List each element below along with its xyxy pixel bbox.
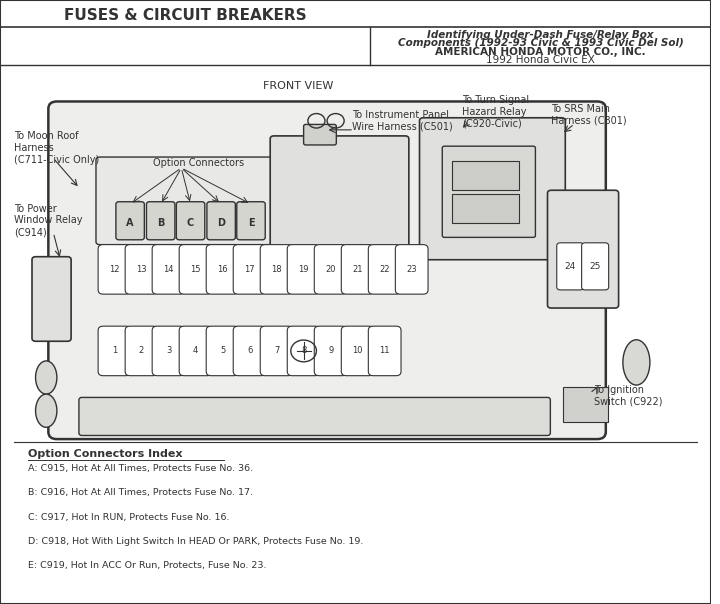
Text: 8: 8 xyxy=(301,347,306,355)
Text: 23: 23 xyxy=(406,265,417,274)
Text: 5: 5 xyxy=(220,347,225,355)
Text: 9: 9 xyxy=(328,347,333,355)
Text: 22: 22 xyxy=(379,265,390,274)
Text: 7: 7 xyxy=(274,347,279,355)
Text: 24: 24 xyxy=(564,262,576,271)
Text: To SRS Main
Harness (C801): To SRS Main Harness (C801) xyxy=(551,104,626,126)
FancyBboxPatch shape xyxy=(341,245,374,294)
Text: To Ignition
Switch (C922): To Ignition Switch (C922) xyxy=(594,385,662,406)
Bar xyxy=(451,161,519,190)
FancyBboxPatch shape xyxy=(233,245,266,294)
FancyBboxPatch shape xyxy=(32,257,71,341)
FancyBboxPatch shape xyxy=(237,202,265,240)
FancyBboxPatch shape xyxy=(315,326,347,376)
Bar xyxy=(563,387,608,422)
Text: 25: 25 xyxy=(590,262,600,271)
Text: To Power
Window Relay
(C914): To Power Window Relay (C914) xyxy=(14,204,83,237)
FancyBboxPatch shape xyxy=(395,245,428,294)
FancyBboxPatch shape xyxy=(420,118,565,260)
FancyBboxPatch shape xyxy=(369,326,401,376)
Text: 1992 Honda Civic EX: 1992 Honda Civic EX xyxy=(486,56,595,65)
FancyBboxPatch shape xyxy=(557,243,584,290)
Text: B: C916, Hot At All Times, Protects Fuse No. 17.: B: C916, Hot At All Times, Protects Fuse… xyxy=(29,489,253,497)
Text: E: C919, Hot In ACC Or Run, Protects, Fuse No. 23.: E: C919, Hot In ACC Or Run, Protects, Fu… xyxy=(29,561,267,570)
Text: A: A xyxy=(127,219,134,228)
FancyBboxPatch shape xyxy=(547,190,618,308)
FancyBboxPatch shape xyxy=(125,326,158,376)
FancyBboxPatch shape xyxy=(341,326,374,376)
Text: 15: 15 xyxy=(190,265,201,274)
FancyBboxPatch shape xyxy=(79,397,550,435)
FancyBboxPatch shape xyxy=(179,326,212,376)
FancyBboxPatch shape xyxy=(146,202,175,240)
Bar xyxy=(451,194,519,223)
FancyBboxPatch shape xyxy=(304,124,336,145)
Text: 13: 13 xyxy=(136,265,147,274)
FancyBboxPatch shape xyxy=(260,245,293,294)
Text: Option Connectors Index: Option Connectors Index xyxy=(29,449,183,459)
Text: FUSES & CIRCUIT BREAKERS: FUSES & CIRCUIT BREAKERS xyxy=(63,8,306,23)
Text: 19: 19 xyxy=(298,265,309,274)
Text: D: D xyxy=(217,219,225,228)
FancyBboxPatch shape xyxy=(315,245,347,294)
Text: AMERICAN HONDA MOTOR CO., INC.: AMERICAN HONDA MOTOR CO., INC. xyxy=(435,47,646,57)
FancyBboxPatch shape xyxy=(179,245,212,294)
Text: 6: 6 xyxy=(247,347,252,355)
FancyBboxPatch shape xyxy=(233,326,266,376)
FancyBboxPatch shape xyxy=(270,136,409,248)
FancyBboxPatch shape xyxy=(152,326,185,376)
Text: 18: 18 xyxy=(271,265,282,274)
FancyBboxPatch shape xyxy=(116,202,144,240)
Text: 17: 17 xyxy=(244,265,255,274)
Text: 14: 14 xyxy=(163,265,174,274)
FancyBboxPatch shape xyxy=(369,245,401,294)
Text: 10: 10 xyxy=(352,347,363,355)
Text: 1: 1 xyxy=(112,347,117,355)
FancyBboxPatch shape xyxy=(260,326,293,376)
Text: 2: 2 xyxy=(139,347,144,355)
FancyBboxPatch shape xyxy=(442,146,536,237)
Text: Components (1992-93 Civic & 1993 Civic Del Sol): Components (1992-93 Civic & 1993 Civic D… xyxy=(397,39,683,48)
Ellipse shape xyxy=(35,394,57,428)
FancyBboxPatch shape xyxy=(96,157,387,245)
Text: To Moon Roof
Harness
(C711-Civic Only): To Moon Roof Harness (C711-Civic Only) xyxy=(14,132,99,164)
Text: A: C915, Hot At All Times, Protects Fuse No. 36.: A: C915, Hot At All Times, Protects Fuse… xyxy=(29,464,253,473)
FancyBboxPatch shape xyxy=(98,245,131,294)
FancyBboxPatch shape xyxy=(207,202,235,240)
Text: C: C917, Hot In RUN, Protects Fuse No. 16.: C: C917, Hot In RUN, Protects Fuse No. 1… xyxy=(29,513,230,521)
Text: C: C xyxy=(187,219,194,228)
Text: B: B xyxy=(157,219,164,228)
Text: 11: 11 xyxy=(379,347,390,355)
Text: Option Connectors: Option Connectors xyxy=(153,158,244,168)
FancyBboxPatch shape xyxy=(125,245,158,294)
FancyBboxPatch shape xyxy=(206,326,239,376)
Text: 12: 12 xyxy=(109,265,120,274)
Ellipse shape xyxy=(623,339,650,385)
Ellipse shape xyxy=(35,361,57,394)
FancyBboxPatch shape xyxy=(48,101,606,439)
FancyBboxPatch shape xyxy=(152,245,185,294)
FancyBboxPatch shape xyxy=(287,326,320,376)
FancyBboxPatch shape xyxy=(176,202,204,240)
Text: 16: 16 xyxy=(217,265,228,274)
Text: Identifying Under-Dash Fuse/Relay Box: Identifying Under-Dash Fuse/Relay Box xyxy=(427,30,654,40)
Text: E: E xyxy=(248,219,254,228)
Text: To Turn Signal
Hazard Relay
(C920-Civic): To Turn Signal Hazard Relay (C920-Civic) xyxy=(462,95,529,128)
FancyBboxPatch shape xyxy=(98,326,131,376)
Text: 4: 4 xyxy=(193,347,198,355)
FancyBboxPatch shape xyxy=(582,243,608,290)
Text: FRONT VIEW: FRONT VIEW xyxy=(264,81,334,91)
Text: 3: 3 xyxy=(166,347,171,355)
FancyBboxPatch shape xyxy=(206,245,239,294)
Text: 20: 20 xyxy=(325,265,336,274)
Text: 21: 21 xyxy=(352,265,363,274)
Text: D: C918, Hot With Light Switch In HEAD Or PARK, Protects Fuse No. 19.: D: C918, Hot With Light Switch In HEAD O… xyxy=(29,537,364,545)
FancyBboxPatch shape xyxy=(287,245,320,294)
Text: To Instrument Panel
Wire Harness (C501): To Instrument Panel Wire Harness (C501) xyxy=(352,110,453,132)
